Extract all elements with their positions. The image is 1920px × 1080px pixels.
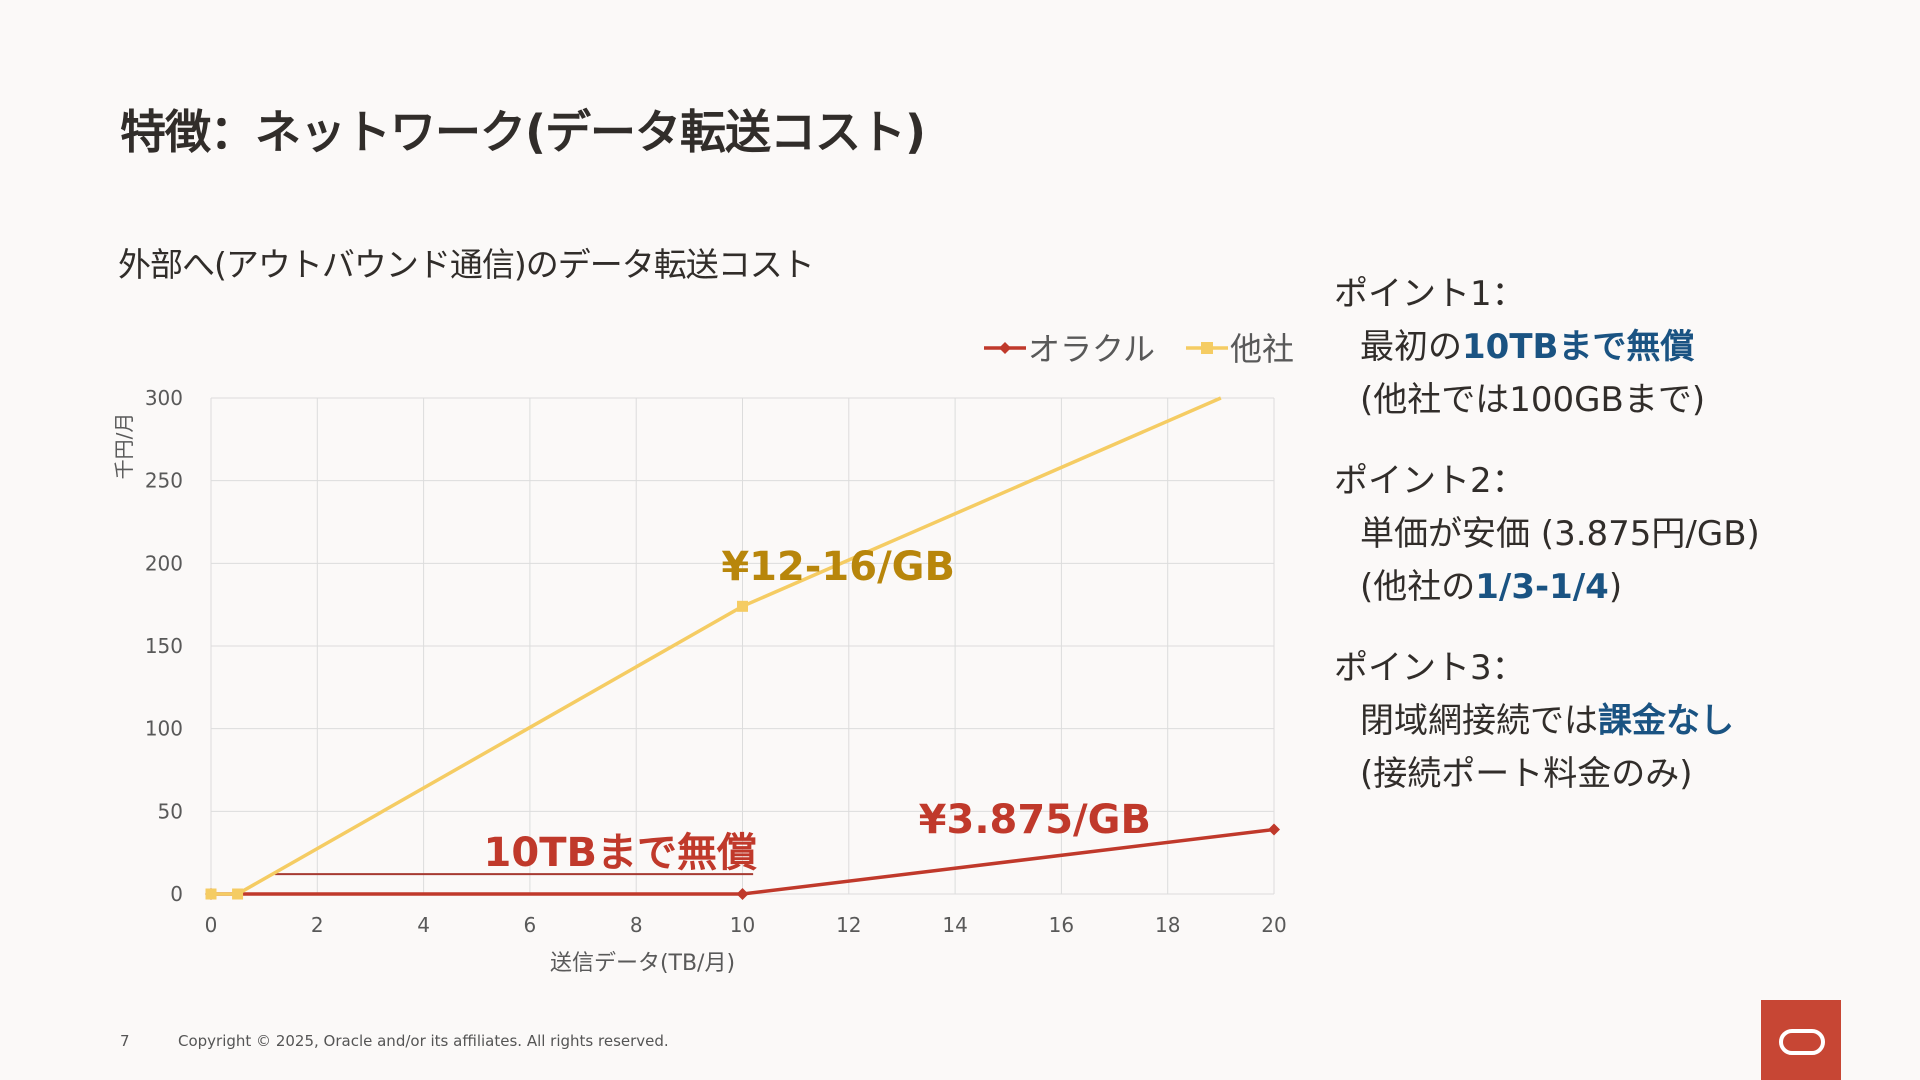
x-tick-label: 2: [311, 913, 324, 937]
chart-annotation: ¥12-16/GB: [721, 544, 955, 590]
point-heading: ポイント3：: [1334, 648, 1526, 688]
chart-annotation: ¥3.875/GB: [919, 797, 1151, 843]
point-text: 閉域網接続では: [1360, 701, 1598, 741]
data-point-diamond: [736, 888, 749, 900]
oracle-logo-icon: [1761, 1000, 1841, 1080]
point-line: (他社の1/3-1/4): [1334, 561, 1894, 614]
x-tick-label: 0: [205, 913, 218, 937]
point-2: ポイント2： 単価が安価 (3.875円/GB) (他社の1/3-1/4): [1334, 455, 1894, 614]
y-tick-label: 300: [145, 386, 183, 410]
point-text: 単価が安価 (3.875円/GB): [1360, 514, 1760, 554]
point-highlight: 10TBまで無償: [1462, 327, 1695, 367]
y-axis-title: 千円/月: [112, 413, 136, 480]
x-tick-label: 4: [417, 913, 430, 937]
point-highlight: 1/3-1/4: [1475, 567, 1609, 607]
x-axis-title: 送信データ(TB/月): [550, 951, 735, 976]
x-tick-label: 8: [630, 913, 643, 937]
point-text: (接続ポート料金のみ): [1360, 754, 1693, 794]
point-3: ポイント3： 閉域網接続では課金なし (接続ポート料金のみ): [1334, 642, 1894, 801]
point-line: 最初の10TBまで無償: [1334, 321, 1894, 374]
logo-ring: [1779, 1029, 1825, 1055]
x-tick-label: 20: [1261, 913, 1286, 937]
copyright-text: Copyright © 2025, Oracle and/or its affi…: [178, 1032, 669, 1050]
data-point-square: [232, 888, 244, 900]
x-tick-label: 12: [836, 913, 861, 937]
y-tick-label: 150: [145, 634, 183, 658]
point-text: ): [1608, 567, 1623, 607]
x-tick-label: 18: [1155, 913, 1180, 937]
y-tick-label: 50: [158, 799, 183, 823]
data-point-square: [205, 888, 217, 900]
point-line: (他社では100GBまで): [1334, 374, 1894, 427]
chart-annotation: 10TBまで無償: [484, 830, 757, 876]
point-heading: ポイント2：: [1334, 461, 1526, 501]
point-line: 単価が安価 (3.875円/GB): [1334, 508, 1894, 561]
x-tick-label: 16: [1049, 913, 1074, 937]
point-heading: ポイント1：: [1334, 274, 1526, 314]
x-tick-label: 10: [730, 913, 755, 937]
page-number: 7: [120, 1032, 130, 1050]
legend-marker: [1201, 342, 1213, 354]
point-text: (他社では100GBまで): [1360, 380, 1706, 420]
legend-marker: [999, 342, 1011, 354]
y-tick-label: 0: [170, 882, 183, 906]
point-1: ポイント1： 最初の10TBまで無償 (他社では100GBまで): [1334, 268, 1894, 427]
legend-label: 他社: [1230, 330, 1294, 368]
point-line: (接続ポート料金のみ): [1334, 748, 1894, 801]
point-line: 閉域網接続では課金なし: [1334, 695, 1894, 748]
x-tick-label: 6: [524, 913, 537, 937]
x-tick-label: 14: [942, 913, 967, 937]
point-highlight: 課金なし: [1598, 701, 1734, 741]
points-panel: ポイント1： 最初の10TBまで無償 (他社では100GBまで) ポイント2： …: [1334, 268, 1894, 829]
point-text: 最初の: [1360, 327, 1462, 367]
y-tick-label: 100: [145, 717, 183, 741]
series-line: [211, 396, 1222, 896]
point-text: (他社の: [1360, 567, 1476, 607]
slide-title: 特徴：ネットワーク(データ転送コスト): [120, 105, 926, 159]
data-point-square: [737, 600, 748, 612]
y-tick-label: 250: [145, 469, 183, 493]
chart-subtitle: 外部へ(アウトバウンド通信)のデータ転送コスト: [118, 245, 815, 284]
data-point-diamond: [1268, 823, 1280, 836]
y-tick-label: 200: [145, 551, 183, 575]
legend-label: オラクル: [1028, 330, 1155, 368]
